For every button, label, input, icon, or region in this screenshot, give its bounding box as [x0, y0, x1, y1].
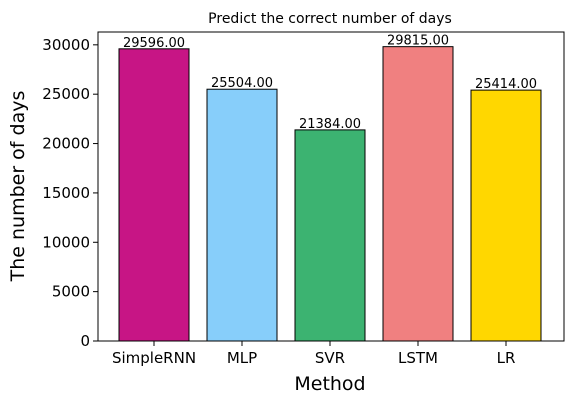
bar-simplernn: [118, 48, 190, 342]
chart-title: Predict the correct number of days: [208, 11, 452, 27]
y-tick-label-0: 0: [80, 332, 90, 350]
value-label-lstm: 29815.00: [387, 34, 449, 49]
x-axis: SimpleRNN MLP SVR LSTM LR: [112, 341, 515, 367]
y-axis: 0 5000 10000 15000 20000 25000 30000: [42, 36, 98, 350]
y-tick-label-10000: 10000: [42, 233, 90, 251]
x-tick-label-lr: LR: [497, 349, 516, 367]
x-tick-label-svr: SVR: [315, 349, 345, 367]
value-label-simplernn: 29596.00: [123, 36, 185, 51]
value-label-lr: 25414.00: [475, 77, 537, 92]
bar-lstm: [382, 46, 454, 342]
value-label-mlp: 25504.00: [211, 76, 273, 91]
x-axis-label: Method: [294, 373, 365, 395]
y-tick-label-30000: 30000: [42, 36, 90, 54]
bar-lr: [470, 89, 542, 342]
y-tick-label-25000: 25000: [42, 85, 90, 103]
plot-frame: [97, 31, 565, 342]
x-tick-label-simplernn: SimpleRNN: [112, 349, 196, 367]
y-tick-label-20000: 20000: [42, 135, 90, 153]
bar-svr: [294, 129, 366, 342]
y-tick-label-15000: 15000: [42, 184, 90, 202]
y-tick-label-5000: 5000: [52, 283, 90, 301]
x-tick-label-lstm: LSTM: [398, 349, 438, 367]
bar-mlp: [206, 88, 278, 342]
value-label-svr: 21384.00: [299, 117, 361, 132]
y-axis-label: The number of days: [7, 91, 29, 283]
value-labels-layer: 29596.00 25504.00 21384.00 29815.00 25414.00: [123, 34, 537, 132]
x-tick-label-mlp: MLP: [227, 349, 257, 367]
bars-layer: [118, 46, 542, 342]
